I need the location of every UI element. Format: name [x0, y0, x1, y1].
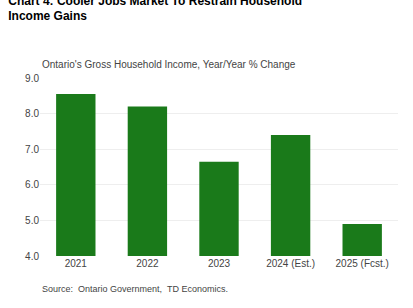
svg-text:2022: 2022 — [136, 258, 159, 269]
svg-text:Source: Ontario Government,: Source: Ontario Government, TD Economics… — [42, 284, 228, 294]
svg-text:7.0: 7.0 — [25, 144, 39, 155]
svg-text:Chart 4: Cooler Jobs Market To: Chart 4: Cooler Jobs Market To Restrain … — [8, 0, 302, 23]
svg-text:5.0: 5.0 — [25, 215, 39, 226]
svg-text:6.0: 6.0 — [25, 179, 39, 190]
svg-text:2025 (Fcst.): 2025 (Fcst.) — [336, 258, 389, 269]
svg-text:2021: 2021 — [65, 258, 88, 269]
svg-text:4.0: 4.0 — [25, 251, 39, 262]
svg-text:8.0: 8.0 — [25, 108, 39, 119]
svg-text:2024 (Est.): 2024 (Est.) — [266, 258, 315, 269]
svg-text:9.0: 9.0 — [25, 73, 39, 84]
svg-text:2023: 2023 — [208, 258, 231, 269]
svg-text:Ontario's Gross Household Inco: Ontario's Gross Household Income, Year/Y… — [42, 59, 296, 70]
